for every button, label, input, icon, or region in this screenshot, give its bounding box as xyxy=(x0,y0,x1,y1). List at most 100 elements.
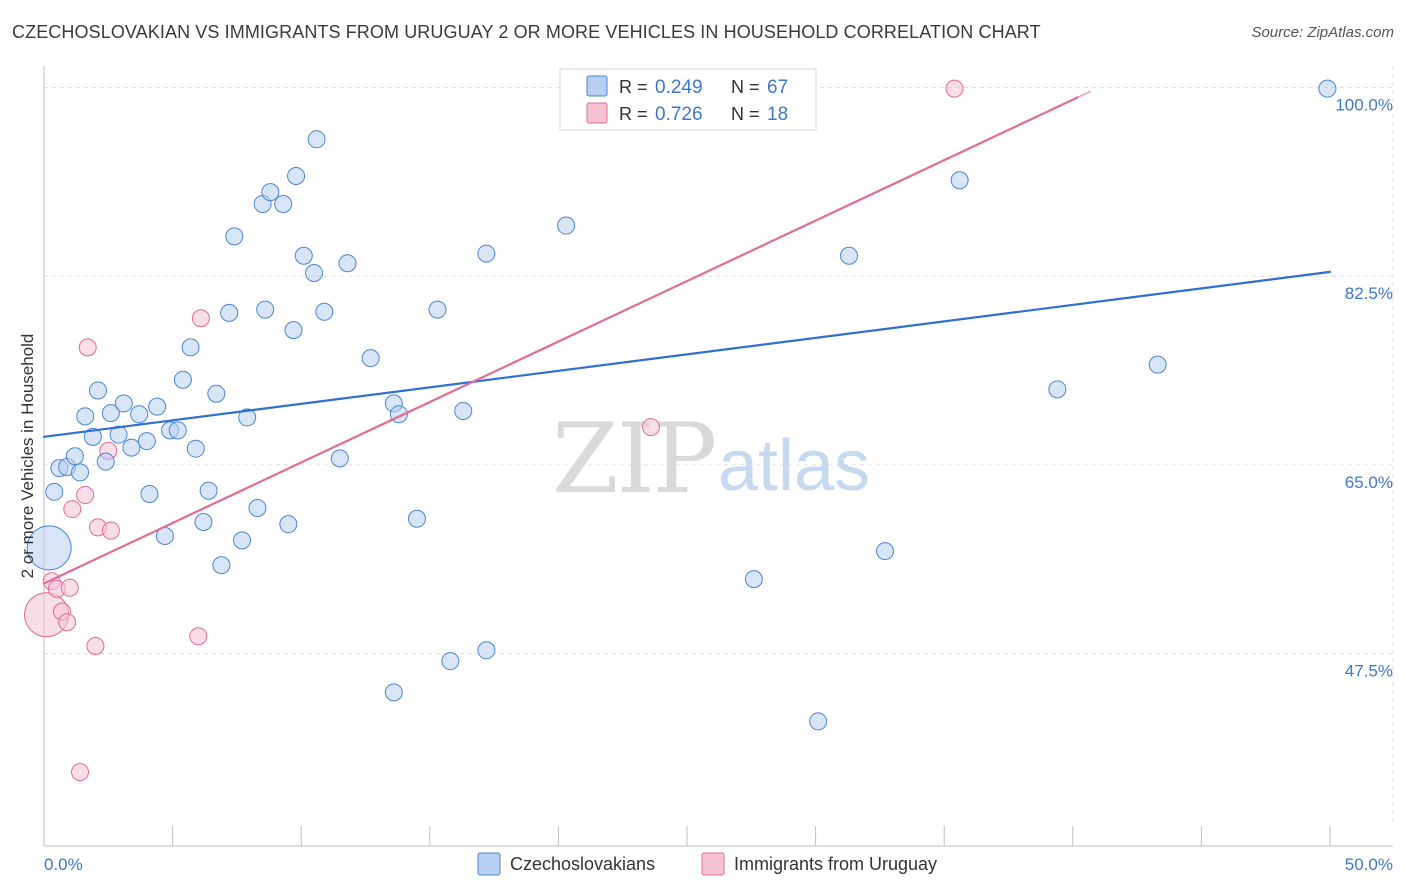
uruguay-point xyxy=(189,627,208,646)
czechoslovakian-trend-line xyxy=(42,270,1332,438)
czechoslovakian-point xyxy=(101,404,120,423)
czechoslovakian-point xyxy=(477,641,496,660)
czechoslovakian-point xyxy=(140,484,159,503)
czechoslovakian-point xyxy=(76,407,95,426)
czechoslovakian-point xyxy=(137,432,156,451)
czechoslovakian-point xyxy=(173,370,192,389)
czechoslovakian-point xyxy=(199,481,218,500)
czechoslovakian-point xyxy=(294,246,313,265)
czechoslovakian-point xyxy=(428,300,447,319)
legend-n-value-1: 67 xyxy=(767,77,788,98)
czechoslovakian-point xyxy=(71,463,90,482)
czechoslovakian-point xyxy=(26,525,72,571)
czechoslovakian-point xyxy=(330,449,349,468)
source-label: Source: ZipAtlas.com xyxy=(1251,24,1394,41)
uruguay-trend-extension xyxy=(1077,90,1092,98)
czechoslovakian-point xyxy=(557,216,576,235)
legend-n-label-2: N = xyxy=(731,104,760,124)
trend-lines xyxy=(42,90,1332,585)
y-tick-labels: 100.0% 82.5% 65.0% 47.5% xyxy=(1335,96,1393,681)
series-uruguay-points xyxy=(24,79,964,782)
czechoslovakian-point xyxy=(287,166,306,185)
uruguay-point xyxy=(63,500,82,519)
czechoslovakian-point xyxy=(220,303,239,322)
legend-n-label-1: N = xyxy=(731,77,760,97)
uruguay-point xyxy=(78,338,97,357)
watermark-atlas: atlas xyxy=(718,426,870,506)
uruguay-point xyxy=(71,763,90,782)
czechoslovakian-point xyxy=(114,394,133,413)
czechoslovakian-point xyxy=(338,254,357,273)
czechoslovakian-point xyxy=(840,246,859,265)
uruguay-point xyxy=(945,79,964,98)
czechoslovakian-point xyxy=(744,570,763,589)
y-tick-label: 65.0% xyxy=(1345,473,1393,492)
x-tick-labels: 0.0% 50.0% xyxy=(44,855,1393,874)
watermark-zip: ZIP xyxy=(552,403,715,515)
y-tick-label: 100.0% xyxy=(1335,96,1393,115)
czechoslovakian-point xyxy=(307,130,326,149)
czechoslovakian-point xyxy=(130,405,149,424)
czechoslovakian-point xyxy=(274,194,293,213)
series-legend: Czechoslovakians Immigrants from Uruguay xyxy=(477,852,937,876)
uruguay-point xyxy=(191,309,210,328)
bottom-legend-swatch-pink xyxy=(701,852,725,876)
czechoslovakian-point xyxy=(65,447,84,466)
czechoslovakian-point xyxy=(96,452,115,471)
czechoslovakian-point xyxy=(256,300,275,319)
czechoslovakian-point xyxy=(1048,380,1067,399)
bottom-legend-swatch-blue xyxy=(477,852,501,876)
czechoslovakian-point xyxy=(876,542,895,561)
czechoslovakian-point xyxy=(950,171,969,190)
czechoslovakian-point xyxy=(194,513,213,531)
czechoslovakian-point xyxy=(122,438,141,457)
czechoslovakian-point xyxy=(454,401,473,420)
uruguay-point xyxy=(101,521,120,540)
czechoslovakian-point xyxy=(284,321,303,340)
czechoslovakian-point xyxy=(238,408,257,427)
czechoslovakian-point xyxy=(407,509,426,528)
uruguay-trend-line xyxy=(42,96,1080,585)
czechoslovakian-point xyxy=(361,349,380,368)
czechoslovakian-point xyxy=(225,227,244,246)
uruguay-point xyxy=(86,636,105,655)
czechoslovakian-point xyxy=(441,652,460,671)
uruguay-point xyxy=(60,578,79,597)
correlation-legend: R = 0.249 N = 67 R = 0.726 N = 18 xyxy=(559,68,817,131)
czechoslovakian-point xyxy=(233,531,252,550)
x-tick-label: 50.0% xyxy=(1345,855,1393,874)
uruguay-point xyxy=(76,486,95,505)
czechoslovakian-point xyxy=(148,397,167,416)
czechoslovakian-point xyxy=(89,381,108,400)
czechoslovakian-point xyxy=(384,683,403,702)
legend-swatch-pink xyxy=(586,102,608,124)
y-tick-label: 82.5% xyxy=(1345,284,1393,303)
czechoslovakian-point xyxy=(1148,355,1167,374)
watermark: ZIP atlas xyxy=(552,403,870,515)
czechoslovakian-point xyxy=(207,384,226,403)
czechoslovakian-point xyxy=(809,712,828,731)
czechoslovakian-point xyxy=(1318,79,1337,98)
y-tick-label: 47.5% xyxy=(1345,662,1393,681)
bottom-legend-uruguay: Immigrants from Uruguay xyxy=(734,854,937,874)
czechoslovakian-point xyxy=(248,498,267,517)
czechoslovakian-point xyxy=(83,427,102,446)
czechoslovakian-point xyxy=(186,439,205,458)
x-tick-label: 0.0% xyxy=(44,855,83,874)
czechoslovakian-point xyxy=(45,482,64,501)
legend-r-label-1: R = xyxy=(619,77,648,97)
uruguay-point xyxy=(641,418,660,437)
czechoslovakian-point xyxy=(279,515,298,534)
axes xyxy=(43,66,1393,847)
legend-r-value-1: 0.249 xyxy=(655,77,703,98)
legend-n-value-2: 18 xyxy=(767,104,788,125)
czechoslovakian-point xyxy=(261,183,280,202)
chart-title: CZECHOSLOVAKIAN VS IMMIGRANTS FROM URUGU… xyxy=(12,22,1041,42)
uruguay-point xyxy=(58,613,77,632)
czechoslovakian-point xyxy=(315,302,334,321)
legend-r-value-2: 0.726 xyxy=(655,104,703,125)
czechoslovakian-point xyxy=(181,338,200,357)
bottom-legend-czechoslovakians: Czechoslovakians xyxy=(510,854,655,874)
y-axis-label: 2 or more Vehicles in Household xyxy=(18,334,37,579)
